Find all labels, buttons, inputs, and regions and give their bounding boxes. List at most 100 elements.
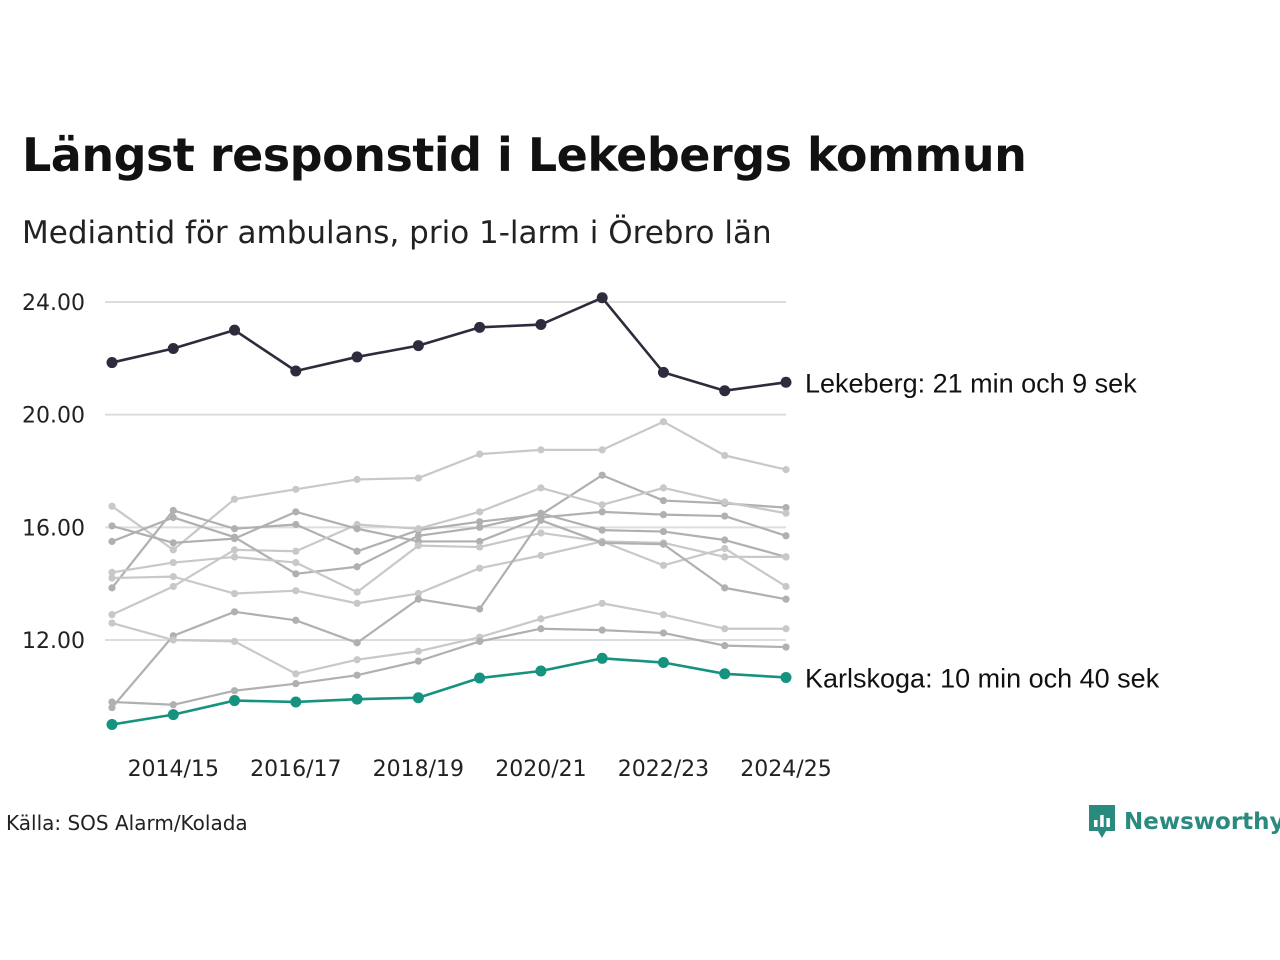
- y-tick-label: 12.00: [22, 629, 85, 654]
- data-point: [292, 520, 300, 529]
- data-point: [230, 637, 239, 646]
- data-point: [414, 647, 422, 655]
- data-point: [780, 671, 792, 683]
- data-point: [414, 525, 422, 533]
- data-point: [476, 543, 484, 551]
- data-point: [414, 595, 422, 603]
- series-line: [111, 519, 787, 709]
- data-point: [782, 532, 790, 540]
- series-kommun-a: [108, 418, 790, 554]
- data-point: [353, 599, 361, 607]
- data-point: [596, 652, 608, 664]
- data-point: [230, 533, 239, 541]
- data-point: [476, 508, 484, 516]
- series-line: [111, 602, 786, 675]
- data-point: [169, 539, 177, 547]
- series-end-label: Karlskoga: 10 min och 40 sek: [805, 663, 1160, 693]
- data-point: [230, 608, 239, 616]
- data-point: [476, 537, 484, 546]
- data-point: [598, 508, 606, 516]
- data-point: [292, 508, 300, 516]
- data-point: [659, 611, 668, 619]
- data-point: [598, 626, 606, 634]
- data-point: [659, 484, 668, 492]
- data-point: [721, 584, 729, 592]
- data-point: [412, 692, 424, 704]
- data-point: [659, 561, 668, 569]
- data-point: [169, 582, 177, 591]
- data-point: [598, 471, 606, 479]
- x-tick-label: 2018/19: [373, 757, 464, 782]
- y-tick-label: 20.00: [22, 404, 85, 429]
- data-point: [535, 665, 547, 677]
- data-point: [353, 588, 361, 596]
- data-point: [292, 587, 300, 595]
- data-point: [108, 611, 116, 619]
- series-line: [111, 627, 787, 706]
- data-point: [108, 568, 116, 577]
- series-line: [111, 296, 787, 393]
- data-point: [659, 527, 668, 536]
- data-point: [230, 687, 239, 695]
- series-end-labels: Lekeberg: 21 min och 9 sek Karlskoga: 10 …: [805, 368, 1160, 693]
- series-line: [111, 474, 787, 589]
- data-point: [230, 525, 239, 533]
- series-end-label: Lekeberg: 21 min och 9 sek: [805, 368, 1137, 398]
- chart-title: Längst responstid i Lekebergs kommun: [22, 128, 1027, 182]
- data-point: [108, 502, 116, 510]
- data-point: [782, 553, 790, 561]
- data-point: [414, 542, 422, 550]
- data-point: [780, 376, 792, 388]
- data-point: [598, 446, 606, 454]
- source-note: Källa: SOS Alarm/Kolada: [6, 811, 248, 835]
- data-point: [292, 570, 300, 578]
- data-point: [659, 511, 668, 519]
- x-axis-tick-labels: 2014/15 2016/17 2018/19 2020/21 2022/23 2024/…: [128, 757, 832, 782]
- data-point: [414, 474, 422, 482]
- series-kommun-j: [108, 625, 790, 709]
- data-point: [596, 292, 608, 304]
- data-point: [782, 582, 790, 591]
- data-point: [782, 504, 790, 512]
- data-point: [351, 351, 363, 363]
- data-point: [657, 366, 669, 378]
- data-point: [229, 324, 241, 336]
- data-point: [108, 704, 116, 712]
- y-axis-tick-labels: 24.00 20.00 16.00 12.00: [22, 291, 85, 654]
- data-point: [169, 513, 177, 522]
- data-point: [292, 485, 300, 493]
- data-point: [108, 619, 116, 627]
- data-point: [230, 495, 239, 503]
- data-point: [230, 589, 239, 598]
- data-point: [474, 672, 486, 684]
- data-point: [169, 701, 177, 709]
- data-point: [782, 625, 790, 633]
- data-point: [292, 558, 300, 567]
- data-point: [721, 536, 729, 544]
- data-point: [476, 564, 484, 572]
- highlighted-series: [106, 292, 792, 730]
- data-point: [537, 625, 545, 633]
- series-line: [111, 512, 787, 575]
- data-point: [476, 605, 484, 613]
- newsworthy-logo-icon: [1089, 805, 1115, 838]
- data-point: [353, 656, 361, 664]
- data-point: [598, 539, 606, 547]
- x-tick-label: 2020/21: [495, 757, 586, 782]
- data-point: [292, 670, 300, 678]
- data-point: [474, 321, 486, 333]
- series-kommun-f: [108, 529, 790, 596]
- data-point: [782, 509, 790, 517]
- data-point: [782, 465, 790, 474]
- data-point: [353, 475, 361, 484]
- data-point: [719, 668, 731, 680]
- y-tick-label: 16.00: [22, 516, 85, 541]
- data-point: [782, 643, 790, 651]
- data-point: [412, 340, 424, 352]
- data-point: [476, 450, 484, 458]
- data-point: [169, 573, 177, 581]
- data-point: [537, 484, 545, 492]
- data-point: [351, 693, 363, 705]
- data-point: [108, 574, 116, 582]
